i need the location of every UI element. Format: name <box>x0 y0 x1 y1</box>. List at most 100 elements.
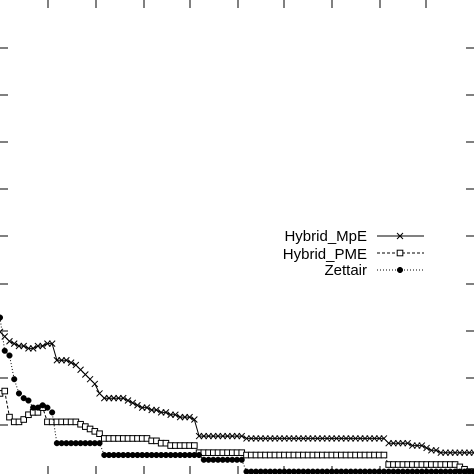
data-point <box>25 345 32 352</box>
series-hybrid-mpe <box>0 328 474 457</box>
legend-entry-hybrid-mpe: Hybrid_MpE <box>284 228 424 245</box>
data-point <box>465 449 473 457</box>
data-point <box>200 432 208 440</box>
data-point <box>39 342 47 350</box>
data-point <box>224 432 231 440</box>
data-point <box>318 435 326 442</box>
data-point <box>304 435 312 442</box>
data-point <box>290 435 298 442</box>
data-point <box>63 356 70 364</box>
data-point <box>295 435 302 442</box>
data-point <box>337 435 345 442</box>
data-point <box>172 411 179 419</box>
data-point <box>129 399 137 407</box>
data-point <box>209 432 217 440</box>
data-point <box>119 394 127 402</box>
data-point <box>390 439 397 447</box>
legend-sample-hybrid-pme <box>377 249 424 257</box>
data-point <box>342 435 350 442</box>
data-point <box>124 397 132 404</box>
data-point <box>285 435 293 442</box>
data-point <box>409 442 416 449</box>
data-point <box>44 340 51 348</box>
plot-series <box>0 314 474 474</box>
data-point <box>243 435 250 442</box>
data-point <box>100 394 108 402</box>
data-point <box>385 439 393 447</box>
data-point <box>20 342 28 350</box>
data-point <box>456 449 464 457</box>
data-point <box>10 340 18 348</box>
data-point <box>148 406 156 414</box>
data-point <box>328 435 336 442</box>
data-point <box>138 404 146 411</box>
legend-marker <box>396 266 404 274</box>
legend: Hybrid_MpE Hybrid_PME Zettair <box>283 228 424 279</box>
data-point <box>6 352 13 359</box>
data-point <box>300 435 307 442</box>
data-point <box>271 435 279 442</box>
data-point <box>39 402 46 409</box>
data-point <box>20 395 27 402</box>
data-point <box>29 345 37 352</box>
data-point <box>190 416 198 423</box>
data-point <box>153 406 160 414</box>
data-point <box>34 342 42 350</box>
data-point <box>6 337 13 345</box>
data-point <box>323 435 331 442</box>
data-point <box>219 432 227 440</box>
data-point <box>375 435 383 442</box>
data-point <box>461 449 468 457</box>
data-point <box>238 456 245 463</box>
data-point <box>442 449 449 457</box>
data-point <box>0 314 4 321</box>
data-point <box>6 413 13 421</box>
data-point <box>67 359 75 366</box>
data-point <box>96 430 103 438</box>
data-point <box>162 409 170 416</box>
legend-marker <box>396 232 404 240</box>
data-point <box>266 435 274 442</box>
series-zettair <box>0 314 474 474</box>
data-point <box>196 451 203 459</box>
data-point <box>399 439 407 447</box>
data-point <box>380 451 388 459</box>
series-line <box>0 317 474 473</box>
data-point <box>470 449 474 457</box>
data-point <box>252 435 260 442</box>
data-point <box>214 432 222 440</box>
data-point <box>446 449 454 457</box>
data-point <box>352 435 359 442</box>
data-point <box>25 397 32 404</box>
data-point <box>110 394 118 402</box>
data-point <box>333 435 340 442</box>
data-point <box>404 439 411 447</box>
data-point <box>309 435 317 442</box>
legend-entry-hybrid-pme: Hybrid_PME <box>283 246 424 263</box>
data-point <box>176 413 184 421</box>
series-line <box>0 331 474 454</box>
data-point <box>347 435 355 442</box>
data-point <box>11 376 18 383</box>
data-point <box>53 356 61 364</box>
data-point <box>205 432 212 440</box>
data-point <box>134 401 141 409</box>
data-point <box>34 404 41 411</box>
data-point <box>143 404 151 411</box>
data-point <box>470 468 474 474</box>
data-point <box>432 446 440 454</box>
data-point <box>276 435 284 442</box>
data-point <box>96 440 103 447</box>
data-point <box>191 442 198 449</box>
data-point <box>15 342 23 350</box>
data-point <box>314 435 321 442</box>
data-point <box>394 439 402 447</box>
data-point <box>105 394 113 402</box>
data-point <box>423 444 430 452</box>
data-point <box>115 394 122 402</box>
data-point <box>371 435 378 442</box>
data-point <box>1 387 9 395</box>
legend-label-zettair: Zettair <box>324 262 367 279</box>
